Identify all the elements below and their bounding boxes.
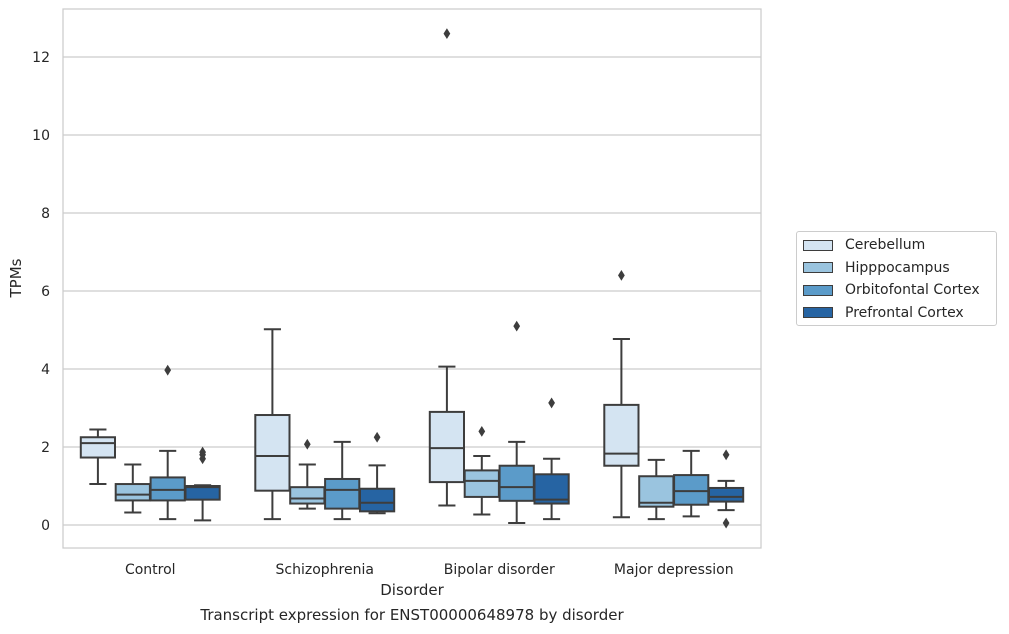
y-tick-label: 12 [32, 50, 50, 66]
legend-swatch [803, 262, 833, 273]
box-hipppocampus [463, 426, 500, 516]
y-tick-label: 8 [41, 206, 50, 222]
iqr-box [673, 474, 710, 506]
outlier-point [513, 320, 521, 332]
outlier-point [373, 431, 381, 443]
iqr-box [289, 486, 326, 505]
outlier-point [478, 426, 486, 437]
x-tick-label: Control [125, 562, 176, 578]
legend: Cerebellum Hipppocampus Orbitofontal Corte… [796, 231, 997, 326]
box-prefrontal-cortex [358, 431, 396, 515]
x-axis-label: Disorder [380, 581, 444, 599]
box-orbitofontal-cortex [324, 440, 361, 521]
iqr-box [114, 483, 151, 502]
x-tick-label: Schizophrenia [276, 562, 374, 578]
box-cerebellum [603, 270, 640, 519]
legend-item: Orbitofontal Cortex [803, 281, 980, 299]
box-cerebellum [79, 428, 117, 486]
legend-label: Cerebellum [845, 237, 926, 253]
box-orbitofontal-cortex [673, 449, 710, 518]
y-tick-label: 6 [41, 284, 50, 300]
boxes [79, 28, 745, 529]
gridlines [63, 56, 761, 526]
legend-item: Prefrontal Cortex [803, 304, 964, 322]
y-tick-label: 4 [41, 362, 50, 378]
outlier-point [618, 270, 625, 281]
y-tick-label: 10 [32, 128, 50, 144]
legend-label: Hipppocampus [845, 259, 950, 276]
iqr-box [498, 464, 535, 502]
iqr-box [428, 410, 466, 484]
box-prefrontal-cortex [707, 449, 745, 529]
legend-item: Hipppocampus [803, 259, 950, 277]
legend-swatch [803, 284, 833, 296]
box-orbitofontal-cortex [498, 320, 535, 525]
iqr-box [463, 469, 500, 498]
x-tick-label: Bipolar disorder [444, 562, 555, 578]
legend-swatch [803, 307, 833, 318]
iqr-box [603, 403, 640, 467]
box-cerebellum [428, 28, 466, 507]
plot-area [62, 8, 762, 549]
iqr-box [358, 487, 396, 513]
outlier-point [548, 397, 555, 409]
box-cerebellum [254, 328, 291, 521]
legend-label: Prefrontal Cortex [845, 304, 964, 321]
iqr-box [254, 414, 291, 492]
legend-item: Cerebellum [803, 236, 925, 254]
outlier-point [303, 438, 311, 450]
iqr-box [184, 485, 221, 501]
outlier-point [199, 446, 206, 458]
outlier-point [722, 517, 730, 529]
x-tick-labels: Control Schizophrenia Bipolar disorder Majo… [125, 562, 734, 578]
y-tick-labels: 0 2 4 6 8 10 12 [32, 50, 50, 534]
legend-label: Orbitofontal Cortex [845, 282, 980, 298]
iqr-box [707, 486, 745, 503]
outlier-point [443, 28, 451, 39]
box-prefrontal-cortex [533, 397, 570, 521]
x-tick-label: Major depression [614, 562, 734, 578]
y-tick-label: 2 [41, 440, 50, 456]
y-tick-label: 0 [41, 518, 50, 534]
box-hipppocampus [289, 438, 326, 510]
y-axis-label: TPMs [7, 258, 25, 298]
outlier-point [722, 449, 730, 461]
outlier-point [164, 364, 172, 376]
legend-swatch [803, 239, 833, 251]
iqr-box [324, 477, 361, 510]
box-prefrontal-cortex [184, 446, 221, 522]
iqr-box [79, 436, 117, 459]
chart-caption: Transcript expression for ENST0000064897… [200, 606, 624, 624]
